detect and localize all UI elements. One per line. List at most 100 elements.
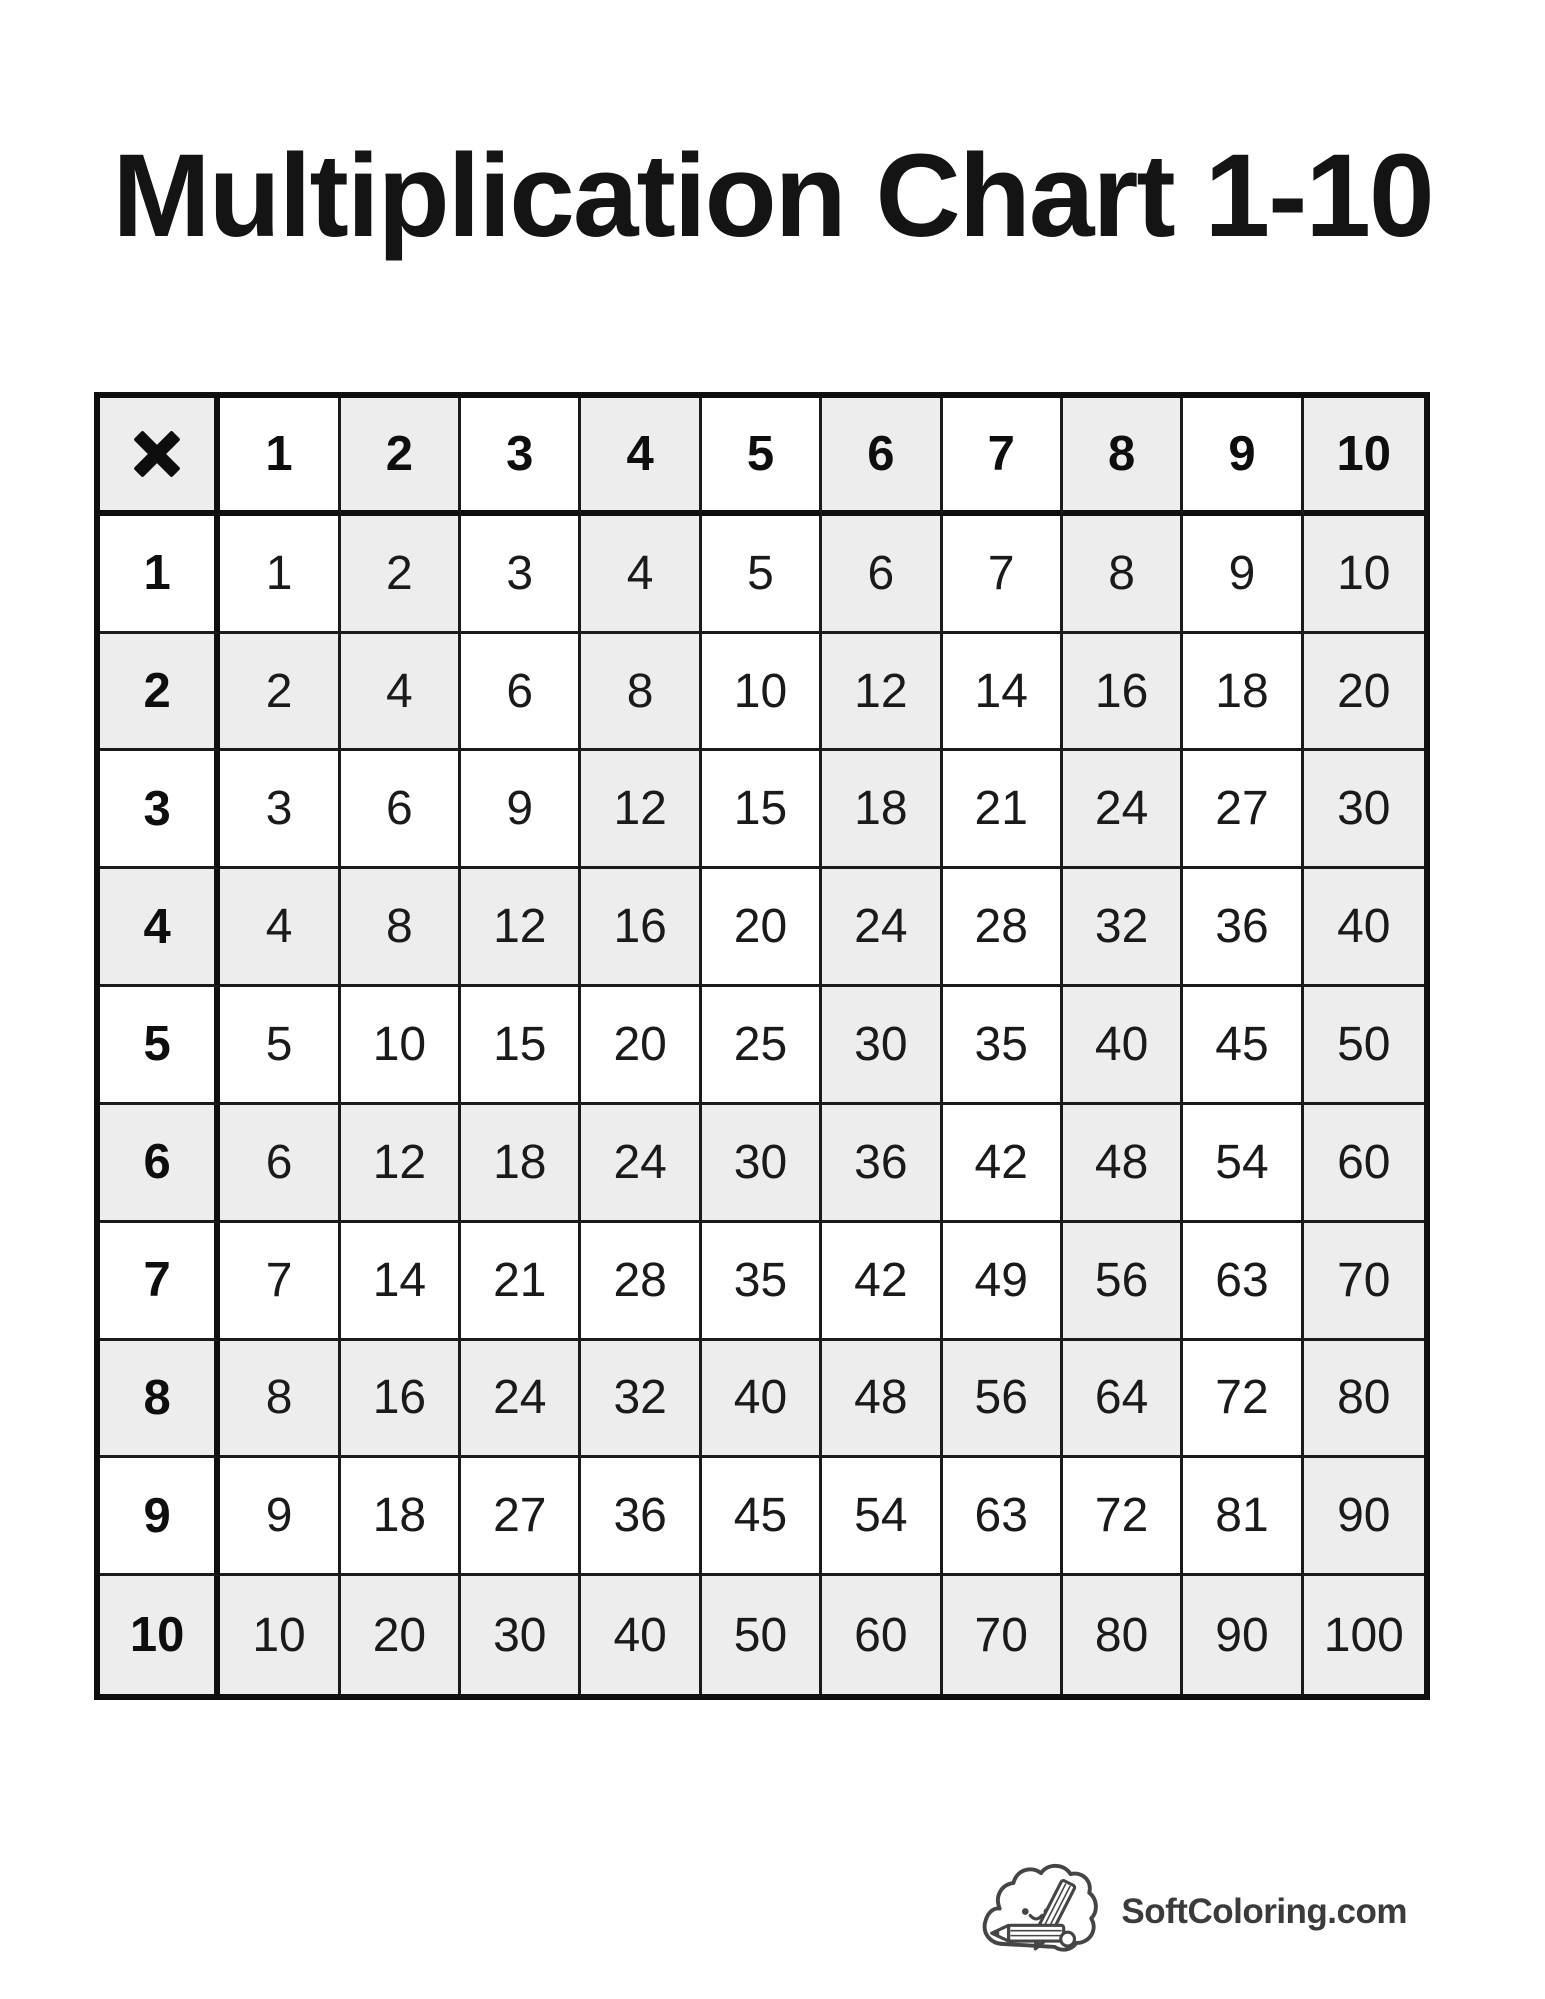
product-cell: 8 [1062,515,1184,634]
product-cell: 32 [581,1340,702,1459]
header-cell: 3 [100,751,221,870]
product-cell: 45 [1183,987,1304,1105]
product-cell: 50 [1303,987,1424,1105]
product-cell: 15 [461,987,582,1105]
product-cell: 8 [581,633,702,752]
product-cell: 28 [942,869,1063,988]
product-cell: 8 [340,869,462,988]
product-cell: 30 [822,987,943,1105]
product-cell: 63 [1183,1222,1304,1341]
product-cell: 70 [942,1576,1063,1694]
header-cell: 5 [701,398,823,516]
product-cell: 54 [822,1458,943,1577]
header-cell: 2 [340,398,462,516]
product-cell: 40 [701,1340,823,1459]
cloud-smile [1029,1913,1044,1921]
product-cell: 21 [942,751,1063,870]
product-cell: 48 [822,1340,943,1459]
product-cell: 40 [581,1576,702,1694]
product-cell: 10 [340,987,462,1105]
product-cell: 60 [1303,1104,1424,1223]
product-cell: 6 [220,1104,341,1223]
header-cell: 10 [100,1576,221,1694]
product-cell: 3 [461,515,582,634]
product-cell: 10 [701,633,823,752]
product-cell: 5 [220,987,341,1105]
product-cell: 81 [1183,1458,1304,1577]
header-cell: 3 [461,398,582,516]
product-cell: 14 [340,1222,462,1341]
header-cell: 8 [100,1340,221,1459]
cloud-pencil-logo-icon [979,1852,1107,1972]
product-cell: 100 [1303,1576,1424,1694]
product-cell: 20 [1303,633,1424,752]
product-cell: 15 [701,751,823,870]
product-cell: 14 [942,633,1063,752]
product-cell: 6 [822,515,943,634]
product-cell: 3 [220,751,341,870]
product-cell: 12 [822,633,943,752]
product-cell: 16 [340,1340,462,1459]
product-cell: 40 [1062,987,1184,1105]
product-cell: 72 [1183,1340,1304,1459]
horizontal-pencil [990,1923,1077,1948]
product-cell: 18 [461,1104,582,1223]
product-cell: 24 [1062,751,1184,870]
product-cell: 35 [701,1222,823,1341]
cloud-eye-left [1022,1908,1030,1915]
header-cell: 7 [942,398,1063,516]
product-cell: 56 [1062,1222,1184,1341]
product-cell: 90 [1303,1458,1424,1577]
product-cell: 4 [340,633,462,752]
product-cell: 63 [942,1458,1063,1577]
page-title: Multiplication Chart 1-10 [112,130,1434,262]
product-cell: 7 [220,1222,341,1341]
header-cell: 4 [581,398,702,516]
product-cell: 60 [822,1576,943,1694]
product-cell: 40 [1303,869,1424,988]
product-cell: 7 [942,515,1063,634]
product-cell: 42 [942,1104,1063,1223]
product-cell: 48 [1062,1104,1184,1223]
header-cell: 1 [100,515,221,634]
multiplication-grid: 1 2 3 4 5 6 7 8 9 10 1 1 2 3 4 5 6 7 8 9 10 2 2 4 6 8 10 12 14 16 18 20… [94,392,1430,1700]
product-cell: 24 [461,1340,582,1459]
product-cell: 32 [1062,869,1184,988]
product-cell: 90 [1183,1576,1304,1694]
product-cell: 12 [581,751,702,870]
product-cell: 70 [1303,1222,1424,1341]
product-cell: 24 [822,869,943,988]
product-cell: 54 [1183,1104,1304,1223]
cloud-hand [1059,1930,1077,1948]
product-cell: 42 [822,1222,943,1341]
product-cell: 27 [461,1458,582,1577]
header-cell: 8 [1062,398,1184,516]
header-cell: 4 [100,869,221,988]
multiply-icon [133,431,181,477]
product-cell: 45 [701,1458,823,1577]
product-cell: 21 [461,1222,582,1341]
product-cell: 27 [1183,751,1304,870]
product-cell: 9 [220,1458,341,1577]
product-cell: 9 [461,751,582,870]
product-cell: 56 [942,1340,1063,1459]
product-cell: 64 [1062,1340,1184,1459]
product-cell: 10 [1303,515,1424,634]
product-cell: 4 [581,515,702,634]
product-cell: 18 [822,751,943,870]
header-cell: 9 [1183,398,1304,516]
product-cell: 30 [1303,751,1424,870]
product-cell: 18 [340,1458,462,1577]
product-cell: 50 [701,1576,823,1694]
product-cell: 25 [701,987,823,1105]
product-cell: 10 [220,1576,341,1694]
product-cell: 4 [220,869,341,988]
operator-cell [100,398,221,516]
product-cell: 36 [581,1458,702,1577]
header-cell: 9 [100,1458,221,1577]
product-cell: 16 [581,869,702,988]
product-cell: 35 [942,987,1063,1105]
header-cell: 2 [100,633,221,752]
product-cell: 2 [220,633,341,752]
product-cell: 9 [1183,515,1304,634]
